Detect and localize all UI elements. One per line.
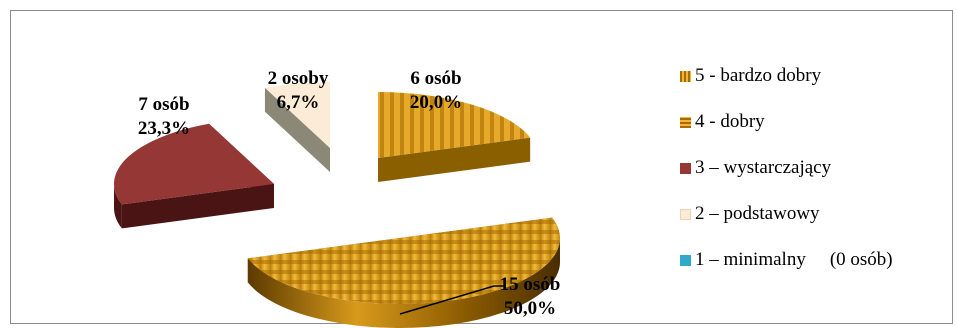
pie-slice-top xyxy=(113,123,274,205)
legend-label: 1 – minimalny xyxy=(695,249,806,270)
pie-slice-wall xyxy=(378,137,531,182)
slice-count-label: 6 osób xyxy=(410,68,461,89)
pie-slice-top xyxy=(378,92,531,158)
pie-slice-3 xyxy=(113,123,274,229)
slice-count-label: 2 osoby xyxy=(268,68,329,89)
legend-label: 4 - dobry xyxy=(695,111,765,132)
legend-label: 2 – podstawowy xyxy=(695,203,820,224)
legend-swatch xyxy=(680,208,691,220)
slice-percent-label: 6,7% xyxy=(277,92,320,113)
legend-item: 5 - bardzo dobry xyxy=(680,64,821,88)
pie-slice-wall xyxy=(121,184,274,229)
slice-percent-label: 50,0% xyxy=(504,298,556,319)
legend-item: 1 – minimalny (0 osób) xyxy=(680,248,893,272)
pie-slice-side xyxy=(247,238,560,328)
slice-count-label: 15 osób xyxy=(500,274,561,295)
pie-slice-top xyxy=(264,82,330,148)
pie-slice-wall xyxy=(264,87,330,172)
legend-swatch xyxy=(680,162,691,174)
legend-note: (0 osób) xyxy=(829,249,893,270)
pie-slice-4 xyxy=(247,217,560,328)
legend-swatch xyxy=(680,116,691,128)
legend-item: 3 – wystarczający xyxy=(680,156,831,180)
legend-swatch xyxy=(680,70,691,82)
legend-swatch xyxy=(680,254,691,266)
slice-count-label: 7 osób xyxy=(138,94,189,115)
leader-line xyxy=(399,285,504,315)
pie-slice-5 xyxy=(378,92,531,182)
slice-percent-label: 23,3% xyxy=(138,118,190,139)
slice-percent-label: 20,0% xyxy=(410,92,462,113)
legend-item: 4 - dobry xyxy=(680,110,765,134)
pie-slice-top xyxy=(247,217,560,304)
pie-slice-side xyxy=(114,184,122,229)
pie-slice-2 xyxy=(264,82,330,172)
legend-item: 2 – podstawowy xyxy=(680,202,820,226)
legend-label: 5 - bardzo dobry xyxy=(695,65,822,86)
legend-label: 3 – wystarczający xyxy=(695,157,832,178)
